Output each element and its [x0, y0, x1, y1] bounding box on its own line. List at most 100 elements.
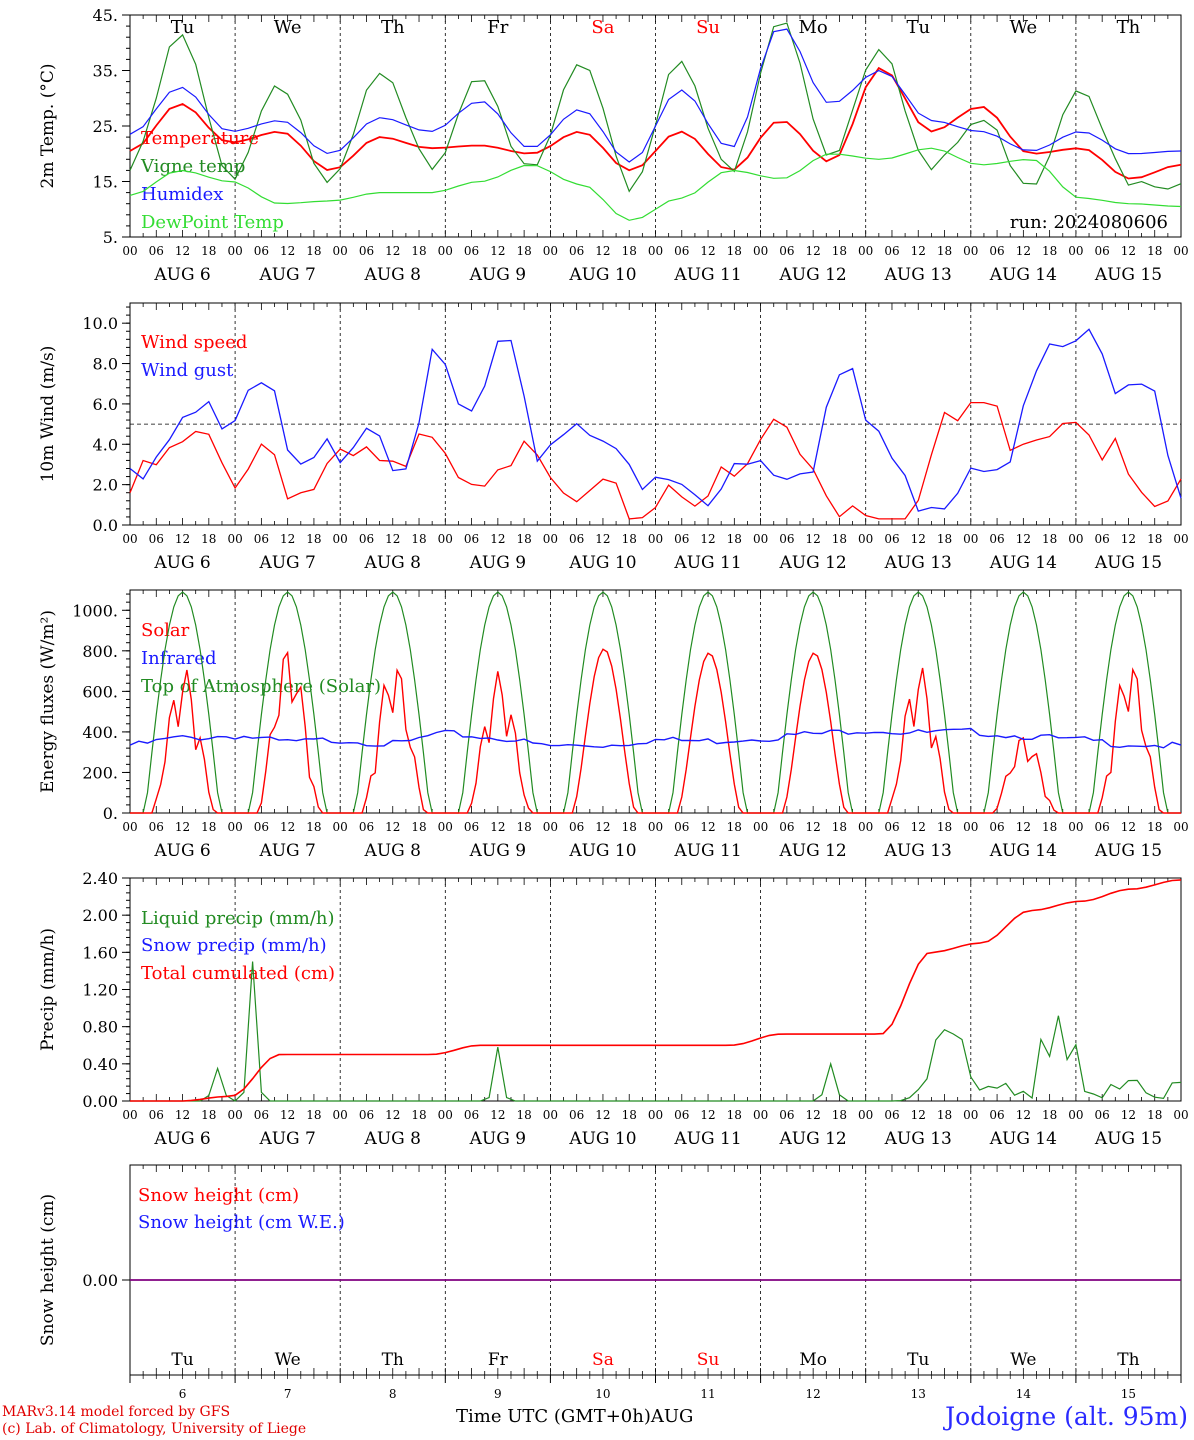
hour-label: 12	[700, 1108, 715, 1122]
panel-3	[122, 589, 1182, 814]
y-tick-label: 0.80	[82, 1018, 118, 1037]
hour-label: 18	[306, 244, 321, 258]
hour-label: 12	[1121, 1108, 1136, 1122]
date-label: AUG 7	[258, 553, 315, 573]
hour-label: 12	[490, 1108, 505, 1122]
station-title: Jodoigne (alt. 95m)	[945, 1402, 1188, 1431]
hour-label: 00	[122, 244, 137, 258]
hour-label: 00	[122, 1108, 137, 1122]
hour-label: 06	[569, 1108, 584, 1122]
hour-label: 06	[884, 820, 899, 834]
hour-label: 18	[727, 244, 742, 258]
hour-label: 18	[832, 244, 847, 258]
hour-label: 18	[201, 244, 216, 258]
date-label: AUG 11	[673, 1129, 741, 1149]
hour-label: 00	[648, 532, 663, 546]
hour-label: 12	[1016, 244, 1031, 258]
hour-label: 18	[1147, 532, 1162, 546]
y-tick-label: 6.0	[93, 395, 118, 414]
hour-label: 06	[779, 244, 794, 258]
hour-label: 12	[385, 532, 400, 546]
hour-label: 18	[201, 532, 216, 546]
date-label: AUG 8	[364, 1129, 421, 1149]
hour-label: 12	[175, 820, 190, 834]
hour-label: 06	[149, 244, 164, 258]
panel-2	[122, 302, 1182, 526]
hour-label: 06	[464, 532, 479, 546]
hour-label: 00	[333, 244, 348, 258]
hour-label: 12	[280, 244, 295, 258]
hour-label: 12	[595, 1108, 610, 1122]
weekday-label-bottom: We	[275, 1350, 301, 1370]
hour-label: 06	[779, 532, 794, 546]
date-label: AUG 13	[884, 841, 952, 861]
hour-label: 18	[1147, 820, 1162, 834]
panel-frame	[129, 589, 1182, 814]
hour-label: 06	[359, 532, 374, 546]
y-tick-label: 1.60	[82, 943, 118, 962]
day-number-label: 9	[494, 1387, 502, 1401]
y-tick-label: 35.	[93, 62, 118, 81]
weekday-label-bottom: Th	[382, 1350, 404, 1370]
hour-label: 06	[674, 820, 689, 834]
hour-label: 18	[411, 820, 426, 834]
hour-label: 18	[1147, 1108, 1162, 1122]
hour-label: 18	[516, 244, 531, 258]
y-tick-label: 0.40	[82, 1055, 118, 1074]
hour-label: 18	[727, 820, 742, 834]
hour-label: 06	[359, 244, 374, 258]
y-tick-label: 2.40	[82, 869, 118, 888]
date-label: AUG 9	[469, 841, 526, 861]
y-tick-label: 45.	[93, 6, 118, 25]
hour-label: 12	[175, 244, 190, 258]
date-label: AUG 15	[1094, 1129, 1162, 1149]
hour-label: 00	[1068, 820, 1083, 834]
date-label: AUG 9	[469, 553, 526, 573]
weekday-label-bottom: Th	[1117, 1350, 1139, 1370]
date-label: AUG 10	[568, 841, 636, 861]
hour-label: 00	[227, 532, 242, 546]
hour-label: 06	[254, 244, 269, 258]
hour-label: 12	[490, 532, 505, 546]
weekday-label-bottom: Fr	[488, 1350, 509, 1370]
weekday-label-bottom: Tu	[171, 1350, 193, 1370]
date-label: AUG 9	[469, 1129, 526, 1149]
weekday-label-bottom: Mo	[799, 1350, 827, 1370]
hour-label: 12	[490, 820, 505, 834]
y-tick-label: 8.0	[93, 355, 118, 374]
date-label: AUG 10	[568, 265, 636, 285]
hour-label: 18	[306, 1108, 321, 1122]
hour-label: 00	[1173, 532, 1188, 546]
legend-blue: Snow precip (mm/h)	[141, 935, 327, 956]
hour-label: 12	[1016, 1108, 1031, 1122]
date-label: AUG 11	[673, 265, 741, 285]
series-green	[130, 961, 1182, 1102]
hour-label: 06	[149, 532, 164, 546]
hour-label: 00	[1173, 244, 1188, 258]
hour-label: 06	[1095, 820, 1110, 834]
series-red	[129, 66, 1182, 180]
legend-blue: Snow height (cm W.E.)	[138, 1212, 345, 1233]
hour-label: 12	[911, 1108, 926, 1122]
weekday-label: Tu	[906, 17, 930, 38]
hour-label: 12	[1016, 820, 1031, 834]
series-green	[130, 591, 1181, 814]
hour-label: 00	[438, 244, 453, 258]
hour-label: 06	[254, 1108, 269, 1122]
hour-label: 18	[622, 244, 637, 258]
legend-green: Top of Atmosphere (Solar)	[141, 676, 381, 697]
hour-label: 06	[254, 820, 269, 834]
hour-label: 00	[543, 820, 558, 834]
hour-label: 12	[700, 820, 715, 834]
y-axis-label: Energy fluxes (W/m²)	[38, 610, 58, 793]
legend-lightgreen: DewPoint Temp	[141, 212, 284, 233]
hour-label: 06	[569, 244, 584, 258]
date-label: AUG 12	[779, 265, 847, 285]
legend-blue: Humidex	[141, 184, 223, 205]
hour-label: 06	[674, 244, 689, 258]
hour-label: 12	[280, 820, 295, 834]
model-credit: MARv3.14 model forced by GFS	[2, 1404, 231, 1420]
hour-label: 12	[806, 820, 821, 834]
hour-label: 12	[280, 1108, 295, 1122]
hour-label: 00	[438, 820, 453, 834]
